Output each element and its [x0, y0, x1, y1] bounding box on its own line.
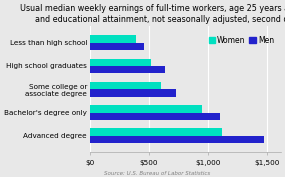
- Title: Usual median weekly earnings of full-time workers, age 25 years and over, by sex: Usual median weekly earnings of full-tim…: [20, 4, 285, 24]
- Text: Source: U.S. Bureau of Labor Statistics: Source: U.S. Bureau of Labor Statistics: [104, 171, 210, 176]
- Bar: [90, 89, 176, 97]
- Bar: [90, 105, 202, 113]
- Bar: [90, 82, 160, 89]
- Bar: [90, 43, 144, 50]
- Legend: Women, Men: Women, Men: [206, 33, 277, 48]
- Bar: [90, 59, 151, 66]
- Bar: [90, 66, 165, 73]
- Bar: [90, 35, 136, 43]
- Bar: [90, 113, 219, 120]
- Bar: [90, 136, 264, 143]
- Bar: [90, 128, 222, 136]
